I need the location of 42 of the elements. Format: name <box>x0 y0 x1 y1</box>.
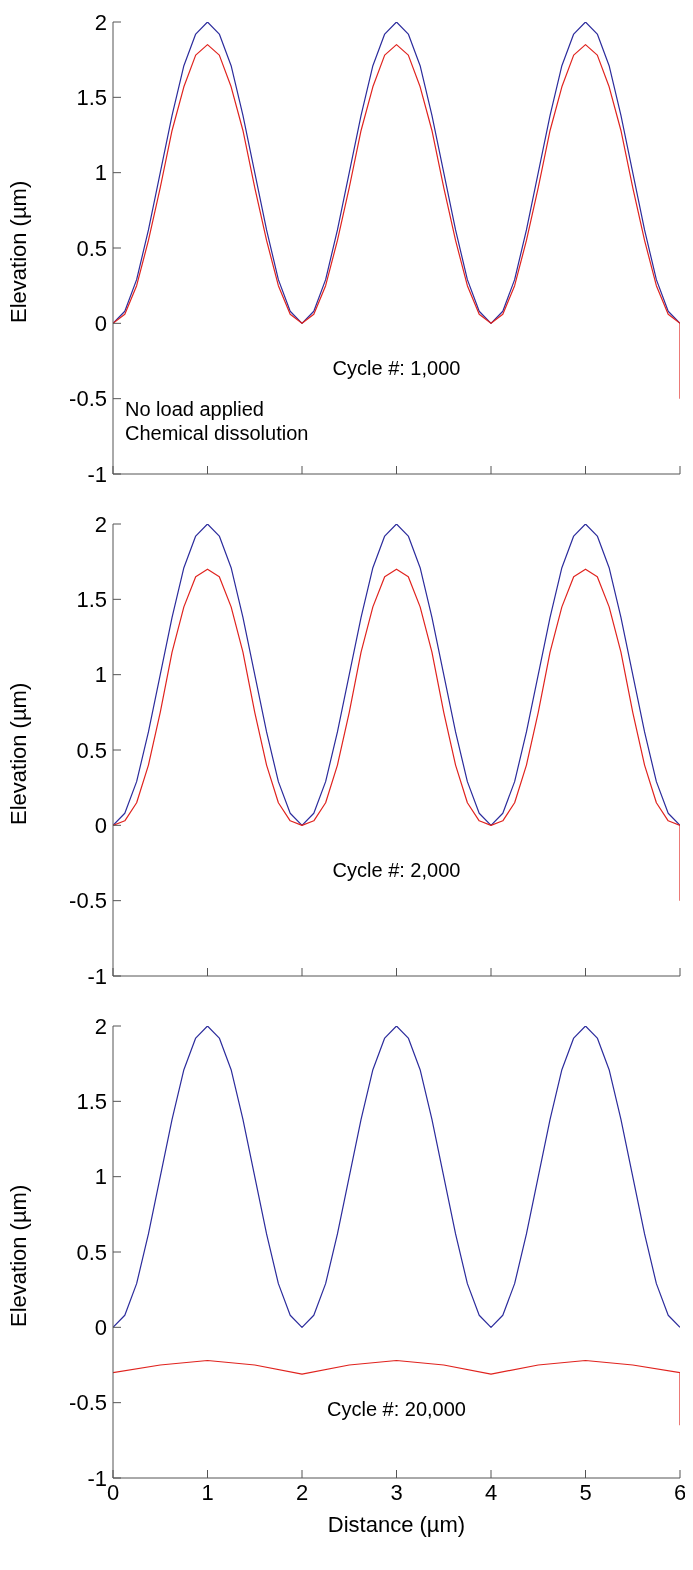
y-axis-title: Elevation (µm) <box>5 682 31 825</box>
line-series <box>113 22 680 324</box>
x-tick-label: 1 <box>201 1479 214 1505</box>
y-tick-label: 1.5 <box>76 1089 107 1115</box>
y-axis-title: Elevation (µm) <box>5 1184 31 1327</box>
y-tick-label: 0.5 <box>76 235 107 261</box>
line-series <box>113 1026 680 1328</box>
y-tick-label: 1.5 <box>76 587 107 613</box>
y-tick-label: 2 <box>94 9 107 35</box>
y-tick-label: 1 <box>94 1164 107 1190</box>
y-tick-label: -0.5 <box>69 386 107 412</box>
y-tick-label: 0 <box>94 311 107 337</box>
x-tick-label: 6 <box>673 1479 687 1505</box>
line-series <box>113 1359 680 1426</box>
y-tick-label: 1 <box>94 662 107 688</box>
annotation: Chemical dissolution <box>125 421 309 446</box>
y-tick-label: 0.5 <box>76 1239 107 1265</box>
annotation: No load applied <box>125 397 264 422</box>
line-series <box>113 568 680 902</box>
y-tick-label: -0.5 <box>69 888 107 914</box>
x-tick-label: 4 <box>484 1479 498 1505</box>
x-tick-label: 3 <box>390 1479 403 1505</box>
annotation: Cycle #: 1,000 <box>331 356 462 381</box>
annotation: Cycle #: 2,000 <box>331 858 462 883</box>
x-tick-label: 2 <box>295 1479 309 1505</box>
y-tick-label: 2 <box>94 511 107 537</box>
y-axis-title: Elevation (µm) <box>5 180 31 323</box>
y-tick-label: 0 <box>94 1315 107 1341</box>
y-tick-label: -1 <box>87 461 107 487</box>
y-tick-label: 1 <box>94 160 107 186</box>
line-series <box>113 524 680 826</box>
y-tick-label: 0 <box>94 813 107 839</box>
y-tick-label: -0.5 <box>69 1390 107 1416</box>
line-series <box>113 44 680 400</box>
y-tick-label: 1.5 <box>76 85 107 111</box>
x-tick-label: 5 <box>579 1479 592 1505</box>
annotation: Cycle #: 20,000 <box>326 1396 467 1421</box>
y-tick-label: 2 <box>94 1013 107 1039</box>
y-tick-label: -1 <box>87 1465 107 1491</box>
y-tick-label: -1 <box>87 963 107 989</box>
x-axis-title: Distance (µm) <box>326 1512 467 1538</box>
y-tick-label: 0.5 <box>76 737 107 763</box>
